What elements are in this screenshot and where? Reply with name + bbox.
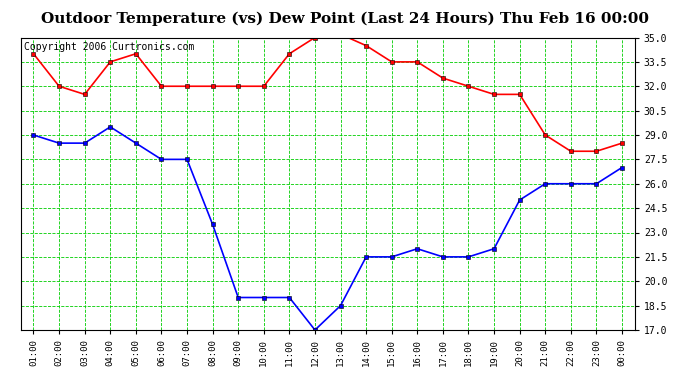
Text: Copyright 2006 Curtronics.com: Copyright 2006 Curtronics.com xyxy=(23,42,194,52)
Text: Outdoor Temperature (vs) Dew Point (Last 24 Hours) Thu Feb 16 00:00: Outdoor Temperature (vs) Dew Point (Last… xyxy=(41,11,649,26)
